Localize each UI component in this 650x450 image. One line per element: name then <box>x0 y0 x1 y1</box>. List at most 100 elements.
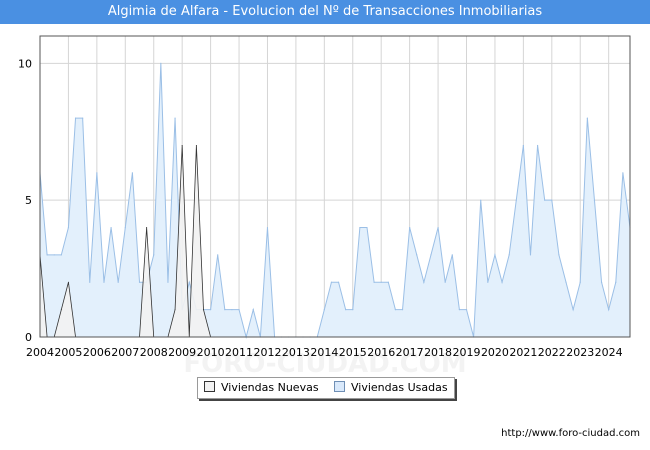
data-point-usadas <box>501 281 503 283</box>
y-tick-label: 0 <box>25 331 32 344</box>
data-point-usadas <box>430 254 432 256</box>
data-point-usadas <box>515 199 517 201</box>
data-point-nuevas <box>195 144 197 146</box>
watermark: FORO-CIUDAD.COM <box>183 349 466 379</box>
data-point-usadas <box>238 309 240 311</box>
axes: 0 5 10 2004 2005 2006 2007 2008 2009 2010 2011 2012… <box>18 35 631 359</box>
data-point-usadas <box>160 62 162 64</box>
data-point-usadas <box>423 281 425 283</box>
x-tick-label: 2008 <box>140 346 168 359</box>
data-point-usadas <box>586 117 588 119</box>
data-point-nuevas <box>60 309 62 311</box>
data-point-usadas <box>96 172 98 174</box>
x-tick-label: 2004 <box>26 346 54 359</box>
data-point-usadas <box>359 226 361 229</box>
x-tick-label: 2022 <box>538 346 566 359</box>
data-point-usadas <box>266 226 269 229</box>
data-point-usadas <box>110 226 112 229</box>
legend-item-nuevas: Viviendas Nuevas <box>204 378 319 398</box>
data-point-usadas <box>323 309 325 311</box>
series-area-usadas <box>40 63 630 338</box>
data-point-usadas <box>67 226 70 229</box>
data-point-usadas <box>572 309 574 311</box>
legend-item-usadas: Viviendas Usadas <box>334 378 448 398</box>
data-point-usadas <box>558 254 560 256</box>
x-tick-label: 2013 <box>282 346 310 359</box>
x-tick-label: 2018 <box>424 346 452 359</box>
data-point-usadas <box>60 254 62 256</box>
data-point-usadas <box>529 254 532 256</box>
data-point-usadas <box>437 226 439 229</box>
data-point-usadas <box>74 117 77 119</box>
data-point-usadas <box>565 281 567 283</box>
data-point-usadas <box>416 254 418 256</box>
x-tick-label: 2010 <box>197 346 225 359</box>
legend: Viviendas Nuevas Viviendas Usadas <box>197 377 455 399</box>
data-point-usadas <box>252 309 254 311</box>
chart-title: Algimia de Alfara - Evolucion del Nº de … <box>107 4 543 19</box>
x-tick-label: 2017 <box>396 346 424 359</box>
y-tick-label: 5 <box>25 194 32 207</box>
data-point-usadas <box>337 281 340 283</box>
data-point-usadas <box>217 254 219 256</box>
legend-swatch-usadas <box>334 381 345 392</box>
data-point-nuevas <box>146 227 148 229</box>
data-point-usadas <box>608 309 610 311</box>
data-point-usadas <box>138 281 141 283</box>
y-tick-label: 10 <box>18 57 32 70</box>
data-point-usadas <box>82 117 84 119</box>
x-tick-label: 2016 <box>367 346 395 359</box>
data-point-usadas <box>89 281 91 283</box>
data-point-usadas <box>373 281 375 283</box>
data-point-usadas <box>494 254 496 256</box>
data-point-usadas <box>409 226 411 229</box>
data-point-usadas <box>593 199 596 201</box>
data-point-usadas <box>615 281 617 283</box>
x-tick-label: 2005 <box>54 346 82 359</box>
legend-label-usadas: Viviendas Usadas <box>351 381 448 394</box>
data-point-usadas <box>536 144 539 147</box>
legend-swatch-nuevas <box>204 381 215 392</box>
data-point-usadas <box>124 226 126 229</box>
data-point-usadas <box>394 309 397 311</box>
x-tick-label: 2009 <box>168 346 196 359</box>
x-tick-label: 2007 <box>111 346 139 359</box>
data-point-usadas <box>345 309 347 311</box>
data-point-usadas <box>153 254 155 256</box>
data-point-usadas <box>366 226 368 229</box>
data-point-usadas <box>352 309 354 311</box>
x-tick-label: 2011 <box>225 346 253 359</box>
data-point-usadas <box>401 309 404 311</box>
data-point-usadas <box>465 309 468 311</box>
data-point-usadas <box>522 144 524 147</box>
data-point-usadas <box>210 309 212 311</box>
data-point-usadas <box>551 199 553 201</box>
data-point-usadas <box>53 254 55 256</box>
x-tick-label: 2024 <box>595 346 623 359</box>
data-point-usadas <box>188 281 190 283</box>
data-point-usadas <box>231 309 233 311</box>
data-point-usadas <box>46 254 48 256</box>
data-point-usadas <box>622 172 624 174</box>
data-point-usadas <box>380 281 382 283</box>
data-point-usadas <box>117 281 119 283</box>
data-point-nuevas <box>202 309 204 311</box>
x-tick-label: 2012 <box>253 346 281 359</box>
data-point-usadas <box>487 281 489 283</box>
data-point-usadas <box>544 199 546 201</box>
x-tick-label: 2006 <box>83 346 111 359</box>
data-point-usadas <box>103 281 105 283</box>
x-tick-label: 2019 <box>453 346 481 359</box>
x-tick-label: 2023 <box>566 346 594 359</box>
x-tick-label: 2021 <box>509 346 537 359</box>
data-point-usadas <box>387 281 389 283</box>
data-point-usadas <box>600 281 603 283</box>
data-point-usadas <box>167 281 169 283</box>
data-point-usadas <box>480 199 482 201</box>
x-tick-label: 2015 <box>339 346 367 359</box>
data-point-nuevas <box>67 281 69 283</box>
data-point-usadas <box>451 254 453 256</box>
data-point-nuevas <box>181 144 183 146</box>
data-point-nuevas <box>174 309 176 311</box>
data-point-usadas <box>458 309 460 311</box>
